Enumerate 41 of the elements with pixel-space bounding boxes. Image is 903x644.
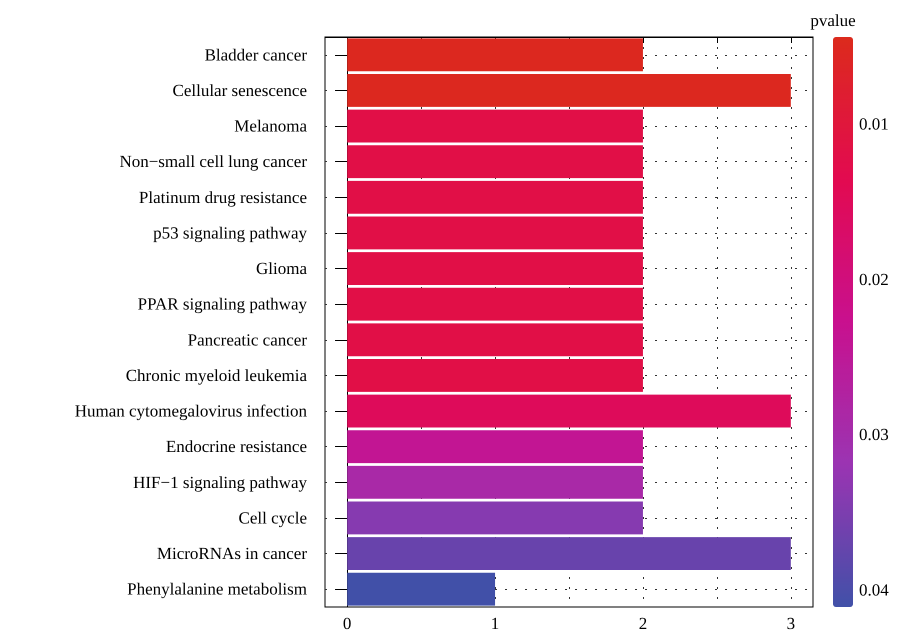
- bar: [347, 466, 643, 499]
- y-tick-label: PPAR signaling pathway: [138, 294, 308, 314]
- y-tick-label: Pancreatic cancer: [188, 330, 308, 350]
- y-tick-label: Endocrine resistance: [166, 437, 307, 456]
- bar: [347, 216, 643, 250]
- color-bar-title: pvalue: [810, 11, 856, 30]
- bar: [347, 394, 791, 428]
- color-bar-label: 0.02: [859, 270, 889, 289]
- color-bar-label: 0.01: [859, 114, 889, 134]
- y-tick-label: HIF−1 signaling pathway: [133, 472, 308, 492]
- y-tick-label: Platinum drug resistance: [138, 188, 307, 207]
- y-tick-label: Cellular senescence: [172, 80, 307, 100]
- bar: [347, 145, 643, 178]
- bar: [347, 572, 496, 606]
- x-tick-label: 3: [786, 614, 796, 633]
- bar: [347, 430, 643, 464]
- y-tick-label: Melanoma: [234, 116, 308, 136]
- x-tick-label: 2: [638, 614, 648, 633]
- y-tick-label: Chronic myeloid leukemia: [126, 366, 308, 385]
- color-bar-label: 0.03: [859, 425, 889, 444]
- y-tick-label: Phenylalanine metabolism: [127, 580, 307, 599]
- bar: [347, 323, 643, 356]
- x-tick-label: 1: [490, 614, 500, 633]
- bar: [347, 359, 643, 392]
- bar: [347, 502, 643, 534]
- bar: [347, 38, 643, 72]
- bar: [347, 110, 643, 142]
- y-tick-label: Non−small cell lung cancer: [119, 152, 308, 172]
- y-tick-label: Glioma: [256, 259, 308, 278]
- y-tick-label: Human cytomegalovirus infection: [74, 402, 308, 421]
- y-tick-label: MicroRNAs in cancer: [156, 544, 308, 564]
- bar: [347, 288, 643, 321]
- x-tick-label: 0: [342, 614, 352, 633]
- y-tick-label: Cell cycle: [238, 508, 307, 528]
- bar: [347, 180, 643, 214]
- y-tick-label: p53 signaling pathway: [153, 223, 308, 242]
- color-bar-label: 0.04: [859, 580, 890, 600]
- bar: [347, 74, 791, 107]
- y-tick-label: Bladder cancer: [204, 45, 308, 64]
- bar: [347, 252, 643, 285]
- bar: [347, 537, 791, 570]
